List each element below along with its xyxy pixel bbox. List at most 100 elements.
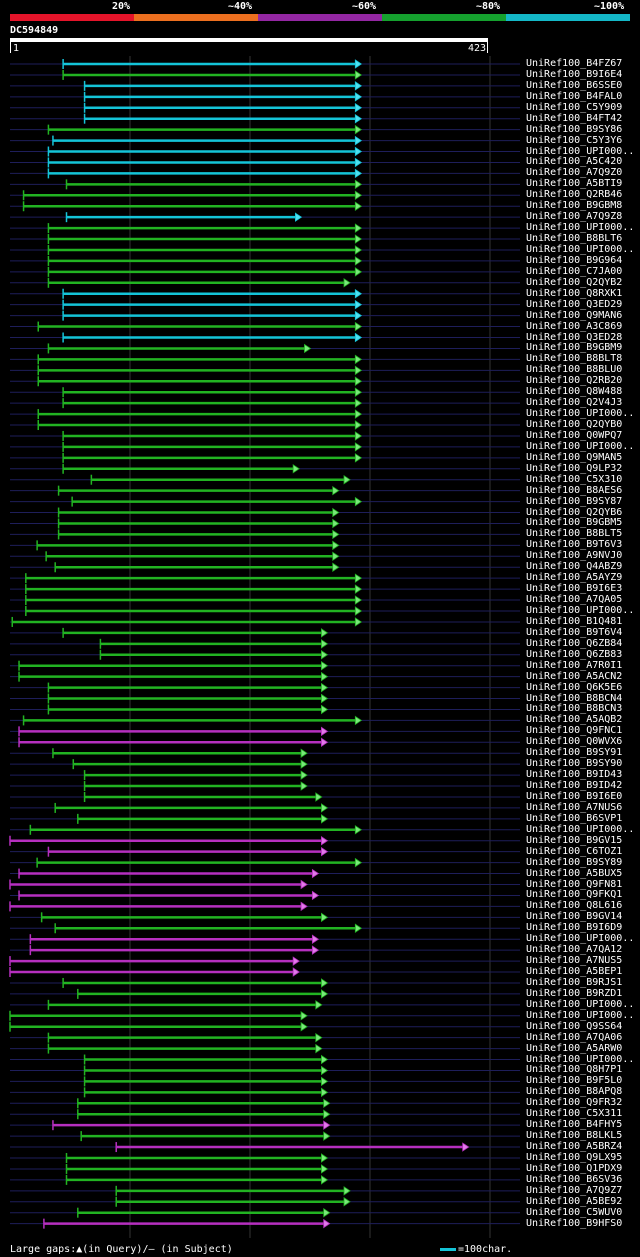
hit-label[interactable]: UniRef100_B8APQ8: [526, 1086, 623, 1098]
hit-label[interactable]: UniRef100_UPI000..: [526, 408, 635, 420]
hit-label[interactable]: UniRef100_A5C420: [526, 156, 623, 168]
hit-row[interactable]: [10, 912, 520, 923]
hit-label[interactable]: UniRef100_B4FT42: [526, 112, 623, 124]
hit-row[interactable]: [10, 332, 520, 343]
hit-row[interactable]: [10, 266, 520, 277]
hit-label[interactable]: UniRef100_C7JA00: [526, 265, 623, 277]
hit-row[interactable]: [10, 59, 520, 69]
hit-label[interactable]: UniRef100_B9RJS1: [526, 976, 623, 988]
hit-label[interactable]: UniRef100_B4FZ67: [526, 58, 623, 69]
hit-label[interactable]: UniRef100_Q2V4J3: [526, 397, 623, 409]
hit-label[interactable]: UniRef100_B8BLT6: [526, 233, 623, 245]
hit-row[interactable]: [10, 715, 520, 726]
hit-row[interactable]: [10, 496, 520, 507]
hit-row[interactable]: [9, 835, 520, 846]
hit-label[interactable]: UniRef100_UPI000..: [526, 243, 635, 255]
hit-row[interactable]: [10, 321, 520, 332]
hit-label[interactable]: UniRef100_B1Q481: [526, 615, 623, 627]
hit-label[interactable]: UniRef100_B9GBM9: [526, 342, 623, 354]
hit-label[interactable]: UniRef100_Q4ABZ9: [526, 561, 623, 573]
hit-row[interactable]: [10, 1076, 520, 1087]
hit-row[interactable]: [10, 430, 520, 441]
hit-row[interactable]: [10, 627, 520, 638]
hit-label[interactable]: UniRef100_B8BLT5: [526, 528, 623, 540]
hit-label[interactable]: UniRef100_A7QA06: [526, 1031, 623, 1043]
hit-row[interactable]: [9, 956, 520, 967]
hit-row[interactable]: [10, 934, 520, 945]
hit-row[interactable]: [9, 967, 520, 978]
hit-row[interactable]: [10, 923, 520, 934]
hit-row[interactable]: [10, 595, 520, 606]
hit-row[interactable]: [10, 1218, 520, 1229]
hit-label[interactable]: UniRef100_Q8H7P1: [526, 1064, 623, 1076]
hit-row[interactable]: [10, 682, 520, 693]
hit-label[interactable]: UniRef100_Q6K5E6: [526, 681, 623, 693]
hit-row[interactable]: [10, 398, 520, 409]
hit-label[interactable]: UniRef100_UPI000..: [526, 823, 635, 835]
hit-label[interactable]: UniRef100_Q8L616: [526, 900, 623, 912]
hit-row[interactable]: [10, 288, 520, 299]
hit-row[interactable]: [10, 999, 520, 1010]
hit-row[interactable]: [10, 190, 520, 201]
hit-label[interactable]: UniRef100_B8BLT8: [526, 353, 623, 365]
hit-label[interactable]: UniRef100_Q3ED29: [526, 298, 623, 310]
hit-label[interactable]: UniRef100_B8BCN3: [526, 703, 623, 715]
hit-label[interactable]: UniRef100_B9ID43: [526, 769, 623, 781]
hit-row[interactable]: [10, 562, 520, 573]
hit-label[interactable]: UniRef100_B8BCN4: [526, 692, 623, 704]
hit-label[interactable]: UniRef100_Q9FNC1: [526, 725, 623, 737]
hit-label[interactable]: UniRef100_Q6ZB84: [526, 637, 623, 649]
hit-row[interactable]: [10, 726, 520, 737]
hit-row[interactable]: [10, 846, 520, 857]
hit-label[interactable]: UniRef100_B6SSE0: [526, 79, 623, 91]
hit-label[interactable]: UniRef100_Q8W488: [526, 386, 623, 398]
hit-row[interactable]: [10, 135, 520, 146]
hit-label[interactable]: UniRef100_A5ARW0: [526, 1042, 623, 1054]
hit-row[interactable]: [9, 1010, 520, 1021]
hit-label[interactable]: UniRef100_Q6ZB83: [526, 648, 623, 660]
hit-label[interactable]: UniRef100_B4FAL0: [526, 90, 623, 102]
hit-label[interactable]: UniRef100_C5X310: [526, 473, 623, 485]
hit-row[interactable]: [10, 1054, 520, 1065]
hit-row[interactable]: [10, 1087, 520, 1098]
hit-label[interactable]: UniRef100_B9T6V3: [526, 539, 623, 551]
hit-label[interactable]: UniRef100_Q9SS64: [526, 1020, 623, 1032]
hit-label[interactable]: UniRef100_B9I6E4: [526, 68, 623, 80]
hit-row[interactable]: [10, 759, 520, 770]
hit-label[interactable]: UniRef100_A7NUS5: [526, 955, 623, 967]
hit-row[interactable]: [10, 1043, 520, 1054]
hit-row[interactable]: [10, 420, 520, 431]
hit-row[interactable]: [10, 387, 520, 398]
hit-label[interactable]: UniRef100_A7QA12: [526, 944, 623, 956]
hit-row[interactable]: [10, 868, 520, 879]
hit-label[interactable]: UniRef100_Q2RB20: [526, 375, 623, 387]
hit-label[interactable]: UniRef100_B4FHY5: [526, 1119, 623, 1131]
hit-row[interactable]: [10, 1174, 520, 1185]
hit-row[interactable]: [10, 781, 520, 792]
hit-row[interactable]: [10, 1142, 520, 1153]
hit-row[interactable]: [10, 80, 520, 91]
hit-label[interactable]: UniRef100_B8LKL5: [526, 1130, 623, 1142]
hit-label[interactable]: UniRef100_B8AES6: [526, 484, 623, 496]
hit-row[interactable]: [9, 901, 520, 912]
hit-label[interactable]: UniRef100_B9GBM8: [526, 200, 623, 212]
hit-label[interactable]: UniRef100_Q9MAN5: [526, 451, 623, 463]
hit-row[interactable]: [10, 157, 520, 168]
hit-label[interactable]: UniRef100_UPI000..: [526, 145, 635, 157]
hit-row[interactable]: [10, 649, 520, 660]
hit-row[interactable]: [10, 638, 520, 649]
hit-label[interactable]: UniRef100_Q8RXK1: [526, 287, 623, 299]
hit-label[interactable]: UniRef100_C5Y909: [526, 101, 623, 113]
hit-row[interactable]: [10, 1153, 520, 1163]
hit-label[interactable]: UniRef100_B9HFS0: [526, 1217, 623, 1229]
hit-row[interactable]: [10, 1109, 520, 1120]
hit-label[interactable]: UniRef100_A7Q9Z0: [526, 167, 623, 179]
hit-label[interactable]: UniRef100_UPI000..: [526, 440, 635, 452]
hit-row[interactable]: [10, 1207, 520, 1218]
hit-row[interactable]: [10, 671, 520, 682]
hit-row[interactable]: [10, 124, 520, 135]
hit-row[interactable]: [10, 1131, 520, 1142]
hit-label[interactable]: UniRef100_A7R0I1: [526, 659, 623, 671]
hit-label[interactable]: UniRef100_Q9LX95: [526, 1152, 623, 1163]
hit-row[interactable]: [10, 441, 520, 452]
